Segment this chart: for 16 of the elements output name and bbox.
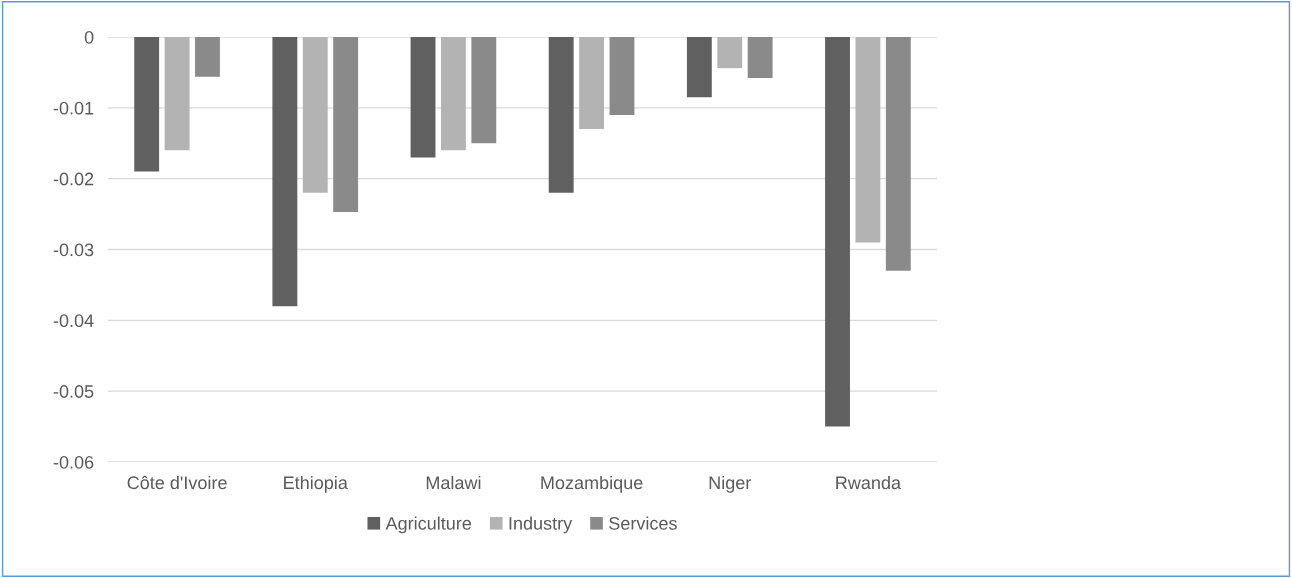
y-tick-label: -0.06	[53, 455, 94, 469]
x-tick-label: Malawi	[426, 475, 481, 490]
y-tick-label: 0	[84, 30, 94, 44]
legend-label: Services	[609, 516, 677, 530]
x-tick-label: Niger	[709, 475, 752, 493]
y-tick-label: -0.01	[53, 101, 94, 115]
x-tick-label: Ethiopia	[284, 475, 348, 493]
x-tick-label: Côte d'Ivoire	[127, 475, 227, 490]
x-tick-label: Rwanda	[836, 475, 902, 490]
y-tick-label: -0.02	[53, 172, 94, 186]
y-tick-label: -0.03	[53, 243, 94, 257]
y-tick-label: -0.04	[53, 314, 94, 328]
x-tick-label: Mozambique	[541, 475, 643, 493]
legend-label: Agriculture	[385, 516, 472, 534]
y-tick-label: -0.05	[53, 385, 94, 398]
legend-label: Industry	[509, 516, 573, 534]
